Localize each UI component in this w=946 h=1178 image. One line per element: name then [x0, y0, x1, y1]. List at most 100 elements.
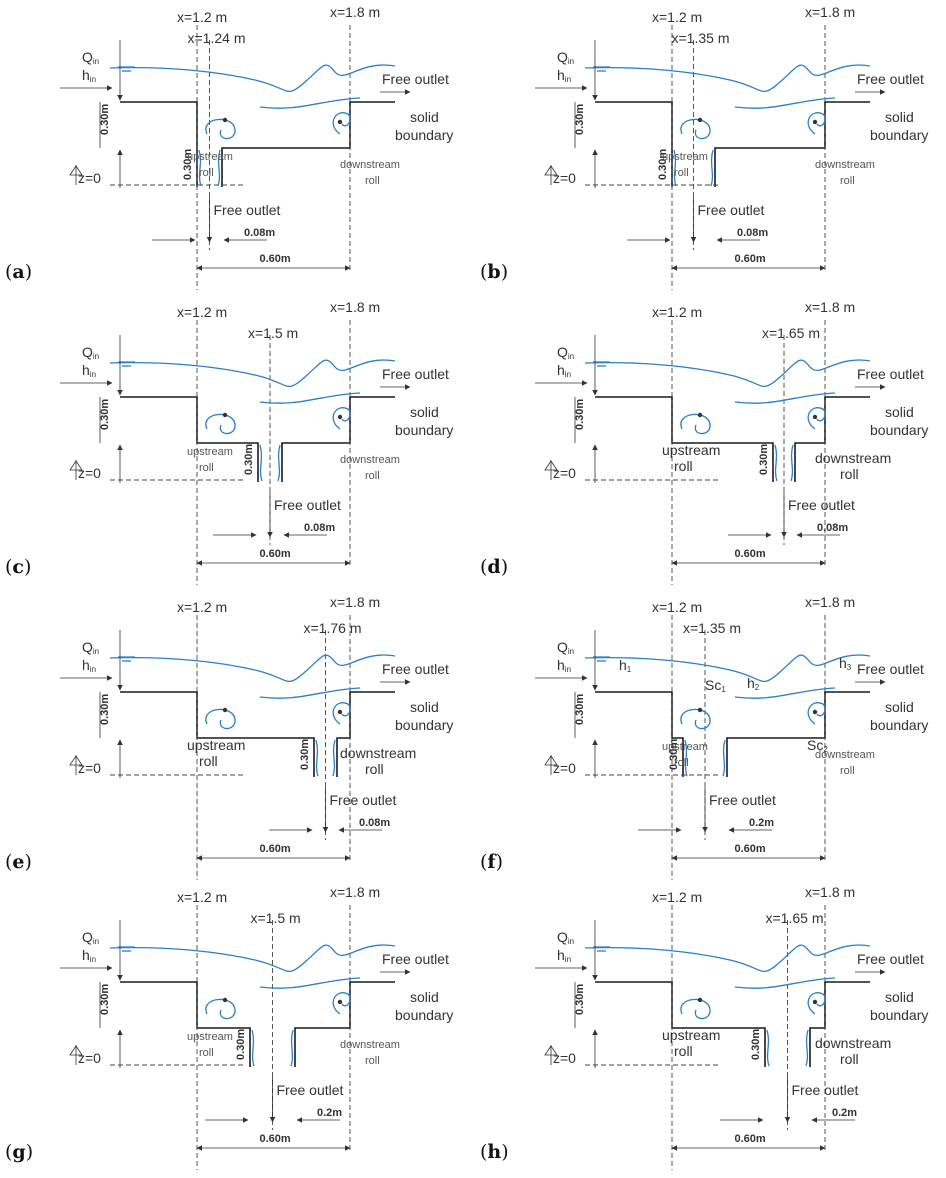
water-surface — [109, 654, 396, 682]
jet-streamline — [734, 97, 836, 109]
dim-label-slot-depth: 0.30m — [657, 149, 669, 180]
label-z0: z=0 — [553, 760, 576, 776]
panel-d: 0.30m 0.30m 0.60m 0.08m z=0 x=1.2 m x=1.8 m x=1… — [480, 299, 928, 585]
slot-jet-left — [259, 444, 263, 482]
dim-label-slot-depth: 0.30m — [299, 739, 311, 770]
label-x18: x=1.8 m — [330, 4, 380, 20]
panel-h: 0.30m 0.30m 0.60m 0.2m z=0 x=1.2 m x=1.8 m x=1.… — [480, 884, 928, 1170]
downstream-roll-vortex — [332, 992, 351, 1015]
downstream-roll-vortex — [332, 407, 351, 430]
dim-label-slot-depth: 0.30m — [758, 444, 770, 475]
dim-label-step-height: 0.30m — [574, 694, 586, 725]
label-h3: h3 — [839, 655, 852, 672]
dim-label-channel-width: 0.60m — [260, 253, 291, 265]
label-x12: x=1.2 m — [177, 304, 227, 320]
slot-jet-right — [217, 149, 221, 187]
dim-label-slot-depth: 0.30m — [750, 1029, 762, 1060]
downstream-roll-vortex — [807, 992, 826, 1015]
point-upstream — [697, 117, 703, 123]
slot-jet-left — [198, 149, 202, 187]
label-downstream: downstream — [815, 1035, 891, 1051]
label-x18: x=1.8 m — [805, 884, 855, 900]
water-surface — [584, 944, 871, 972]
label-free-outlet-right: Free outlet — [857, 366, 924, 382]
label-downstream-roll: roll — [365, 761, 384, 777]
label-solid: solid — [885, 989, 914, 1005]
label-free-outlet-bottom: Free outlet — [214, 202, 281, 218]
label-solid: solid — [885, 109, 914, 125]
upstream-roll-vortex — [680, 708, 711, 730]
label-z0: z=0 — [553, 465, 576, 481]
label-q-in: Qin — [557, 49, 574, 66]
label-sc2: Sc2 — [807, 737, 828, 754]
label-free-outlet-bottom: Free outlet — [788, 497, 855, 513]
panel-f: 0.30m 0.30m 0.60m 0.2m z=0 x=1.2 m x=1.8 m x=1.… — [480, 594, 928, 880]
slot-jet-right — [332, 739, 336, 777]
label-x12: x=1.2 m — [652, 9, 702, 25]
slot-jet-left — [251, 1029, 255, 1067]
label-downstream-roll: roll — [365, 1055, 380, 1067]
label-free-outlet-right: Free outlet — [382, 71, 449, 87]
point-downstream — [337, 119, 343, 125]
upstream-roll-vortex — [680, 998, 711, 1020]
label-h-in: hin — [82, 947, 96, 964]
label-free-outlet-right: Free outlet — [857, 71, 924, 87]
label-upstream-roll: roll — [674, 1043, 693, 1059]
label-x18: x=1.8 m — [805, 299, 855, 315]
point-upstream — [697, 707, 703, 713]
panel-label-a: (a) — [5, 261, 32, 283]
label-h-in: hin — [82, 362, 96, 379]
dim-label-slot-width: 0.08m — [304, 522, 335, 534]
label-upstream: upstream — [662, 741, 708, 753]
dim-label-step-height: 0.30m — [99, 694, 111, 725]
dim-label-slot-width: 0.2m — [317, 1107, 342, 1119]
label-downstream-roll: roll — [365, 175, 380, 187]
label-upstream-roll: roll — [199, 462, 214, 474]
dim-label-slot-width: 0.2m — [832, 1107, 857, 1119]
label-upstream: upstream — [662, 151, 708, 163]
water-surface — [584, 359, 871, 387]
label-upstream-roll: roll — [674, 167, 689, 179]
label-downstream-roll: roll — [840, 466, 859, 482]
label-upstream: upstream — [187, 446, 233, 458]
label-sc1: Sc1 — [705, 677, 726, 694]
label-boundary: boundary — [870, 1007, 928, 1023]
point-upstream — [222, 412, 228, 418]
label-q-in: Qin — [557, 344, 574, 361]
slot-jet-right — [790, 444, 794, 482]
dim-label-step-height: 0.30m — [99, 984, 111, 1015]
point-upstream — [222, 997, 228, 1003]
label-slot-x: x=1.65 m — [762, 325, 820, 341]
label-boundary: boundary — [870, 422, 928, 438]
downstream-roll-vortex — [807, 112, 826, 135]
jet-streamline — [259, 97, 361, 109]
downstream-roll-vortex — [807, 407, 826, 430]
label-h-in: hin — [557, 362, 571, 379]
step-wall-left — [120, 981, 251, 1067]
panel-label-c: (c) — [5, 556, 31, 578]
label-x12: x=1.2 m — [652, 304, 702, 320]
label-h-in: hin — [82, 657, 96, 674]
label-h2: h2 — [747, 675, 760, 692]
panel-label-d: (d) — [480, 556, 508, 578]
label-solid: solid — [885, 699, 914, 715]
label-slot-x: x=1.35 m — [672, 30, 730, 46]
slot-jet-left — [673, 149, 677, 187]
downstream-roll-vortex — [332, 702, 351, 725]
water-surface — [584, 654, 871, 682]
label-slot-x: x=1.5 m — [248, 325, 298, 341]
upstream-roll-vortex — [205, 413, 236, 435]
label-free-outlet-right: Free outlet — [382, 661, 449, 677]
point-upstream — [697, 997, 703, 1003]
label-downstream: downstream — [340, 1039, 400, 1051]
upstream-roll-vortex — [205, 118, 236, 140]
label-slot-x: x=1.35 m — [683, 620, 741, 636]
dim-label-slot-width: 0.08m — [359, 817, 390, 829]
label-solid: solid — [885, 404, 914, 420]
dim-label-channel-width: 0.60m — [260, 548, 291, 560]
water-surface — [109, 359, 396, 387]
label-x12: x=1.2 m — [177, 889, 227, 905]
label-upstream: upstream — [187, 151, 233, 163]
panel-b: 0.30m 0.30m 0.60m 0.08m z=0 x=1.2 m x=1.8 m x=1… — [480, 4, 928, 290]
